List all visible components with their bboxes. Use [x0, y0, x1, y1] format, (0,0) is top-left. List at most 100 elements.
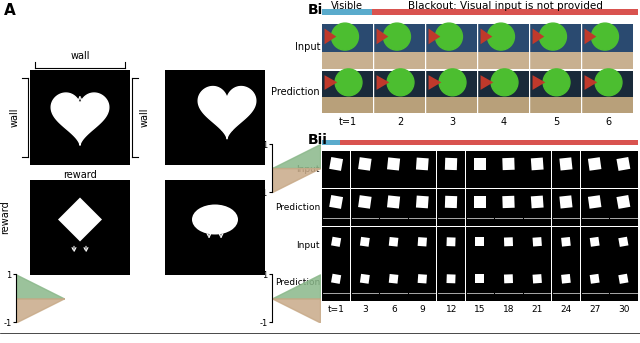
Bar [494, 189, 523, 226]
Polygon shape [618, 237, 628, 247]
Polygon shape [324, 28, 336, 44]
Bar [494, 151, 523, 188]
Polygon shape [474, 196, 486, 208]
Bar [408, 227, 436, 264]
Text: 30: 30 [618, 305, 629, 314]
Text: wall: wall [10, 108, 20, 127]
Text: 2: 2 [397, 117, 403, 127]
Text: Prediction: Prediction [271, 87, 320, 97]
Bar [523, 227, 551, 264]
Polygon shape [445, 196, 457, 208]
Bar [437, 189, 465, 226]
Text: 6: 6 [605, 117, 611, 127]
Polygon shape [589, 274, 600, 284]
Bar [478, 71, 529, 97]
Bar [437, 264, 465, 301]
Bar [322, 151, 350, 188]
Polygon shape [532, 274, 542, 283]
Bar [322, 264, 350, 301]
Bar [408, 264, 436, 301]
Polygon shape [531, 157, 543, 170]
Bar [374, 24, 425, 52]
Ellipse shape [192, 204, 238, 235]
Bar [30, 180, 130, 275]
Polygon shape [447, 274, 456, 283]
Polygon shape [504, 274, 513, 283]
Polygon shape [387, 196, 400, 209]
Polygon shape [559, 196, 573, 209]
Text: 21: 21 [532, 305, 543, 314]
Text: 9: 9 [420, 305, 426, 314]
Bar [408, 151, 436, 188]
Circle shape [591, 23, 618, 50]
Bar [380, 264, 408, 301]
Circle shape [335, 69, 362, 96]
Bar [552, 151, 580, 188]
Bar [478, 97, 529, 113]
Text: 5: 5 [553, 117, 559, 127]
Polygon shape [532, 28, 544, 44]
Text: A: A [4, 3, 16, 18]
Circle shape [540, 23, 566, 50]
Bar [582, 97, 633, 113]
Polygon shape [481, 28, 492, 44]
Bar [322, 52, 373, 69]
Bar [609, 189, 637, 226]
Polygon shape [504, 237, 513, 246]
Bar [582, 24, 633, 52]
Polygon shape [532, 75, 545, 90]
Bar [322, 140, 340, 145]
Bar [609, 264, 637, 301]
Bar [374, 97, 425, 113]
Text: Visible: Visible [331, 1, 363, 11]
Text: 6: 6 [391, 305, 397, 314]
Bar [380, 189, 408, 226]
Polygon shape [331, 237, 341, 247]
Polygon shape [376, 75, 389, 90]
Bar [609, 227, 637, 264]
Polygon shape [584, 28, 596, 44]
Polygon shape [387, 157, 400, 170]
Polygon shape [476, 237, 484, 246]
Bar [466, 227, 494, 264]
Text: Bii: Bii [308, 133, 328, 147]
Bar [380, 151, 408, 188]
Circle shape [491, 69, 518, 96]
Text: Bi: Bi [308, 3, 323, 17]
Bar [374, 52, 425, 69]
Polygon shape [502, 158, 515, 170]
Polygon shape [481, 75, 493, 90]
Polygon shape [58, 198, 102, 241]
Bar [478, 52, 529, 69]
Polygon shape [416, 157, 429, 170]
Text: 15: 15 [474, 305, 486, 314]
Polygon shape [388, 274, 398, 284]
Bar [426, 97, 477, 113]
Bar [530, 71, 581, 97]
Polygon shape [584, 75, 597, 90]
Bar [380, 227, 408, 264]
Bar [322, 97, 373, 113]
Bar [165, 180, 265, 275]
Bar [437, 227, 465, 264]
Bar [609, 151, 637, 188]
Polygon shape [616, 195, 630, 209]
Polygon shape [416, 196, 429, 208]
Bar [466, 264, 494, 301]
Circle shape [387, 69, 414, 96]
Polygon shape [502, 196, 515, 208]
Polygon shape [588, 157, 602, 171]
Polygon shape [360, 237, 370, 247]
Bar [523, 189, 551, 226]
Polygon shape [561, 274, 571, 284]
Bar [351, 189, 379, 226]
Polygon shape [329, 195, 343, 209]
Bar [494, 264, 523, 301]
Text: t=1: t=1 [328, 305, 345, 314]
Circle shape [543, 69, 570, 96]
Circle shape [595, 69, 622, 96]
Text: 12: 12 [445, 305, 457, 314]
Polygon shape [329, 157, 343, 171]
Polygon shape [388, 237, 398, 247]
Polygon shape [589, 237, 600, 247]
